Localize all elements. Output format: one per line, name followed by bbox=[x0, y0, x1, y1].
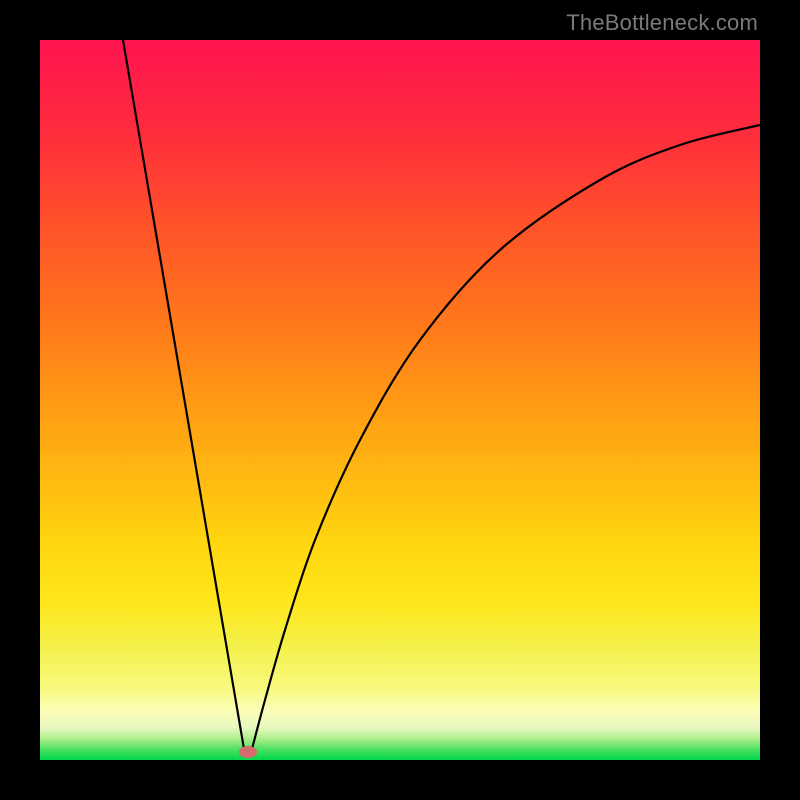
bottleneck-chart bbox=[40, 40, 760, 760]
chart-frame: TheBottleneck.com bbox=[0, 0, 800, 800]
plot-area bbox=[40, 40, 760, 760]
vertex-marker bbox=[239, 746, 257, 758]
gradient-background bbox=[40, 40, 760, 760]
attribution-label: TheBottleneck.com bbox=[566, 10, 758, 36]
